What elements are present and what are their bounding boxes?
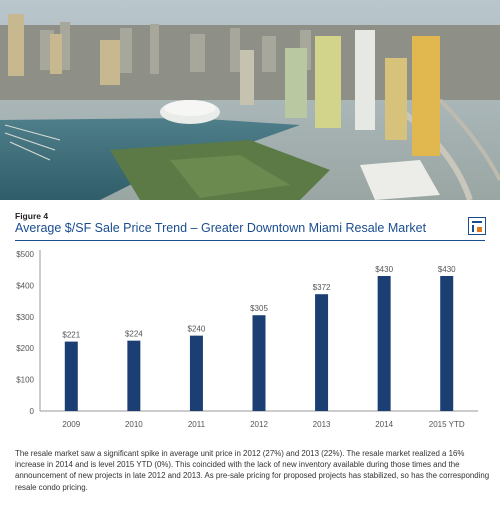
data-label: $430 <box>438 265 456 274</box>
y-tick-label: $100 <box>16 376 34 385</box>
chart-title: Average $/SF Sale Price Trend – Greater … <box>15 221 427 235</box>
x-tick-label: 2014 <box>375 420 393 429</box>
data-label: $240 <box>188 325 206 334</box>
data-label: $224 <box>125 330 143 339</box>
y-tick-label: $500 <box>16 250 34 259</box>
bar <box>315 294 329 411</box>
x-tick-label: 2015 YTD <box>429 420 465 429</box>
bar <box>377 275 391 411</box>
bar <box>189 335 203 411</box>
x-tick-label: 2013 <box>313 420 331 429</box>
city-skyline-photo <box>0 0 500 200</box>
bar <box>252 315 266 411</box>
bar-chart-svg: 0 $100 $200 $300 $400 $500 $221 2009 $224 2010 $24… <box>16 250 478 429</box>
data-label: $430 <box>375 265 393 274</box>
y-tick-label: $200 <box>16 344 34 353</box>
brand-logo-icon <box>468 217 486 235</box>
data-label: $372 <box>313 283 331 292</box>
data-label: $221 <box>62 331 80 340</box>
x-tick-label: 2010 <box>125 420 143 429</box>
title-divider <box>15 240 485 241</box>
x-tick-label: 2012 <box>250 420 268 429</box>
y-tick-label: 0 <box>30 407 35 416</box>
x-tick-label: 2009 <box>62 420 80 429</box>
y-tick-label: $400 <box>16 281 34 290</box>
figure-number: Figure 4 <box>15 211 49 221</box>
bar-chart: 0 $100 $200 $300 $400 $500 $221 2009 $224 2010 $24… <box>0 244 500 434</box>
x-tick-label: 2011 <box>188 420 206 429</box>
chart-description: The resale market saw a significant spik… <box>15 449 490 492</box>
y-tick-label: $300 <box>16 313 34 322</box>
bar <box>64 341 78 411</box>
bar <box>127 340 141 411</box>
data-label: $305 <box>250 304 268 313</box>
bar <box>440 275 454 411</box>
